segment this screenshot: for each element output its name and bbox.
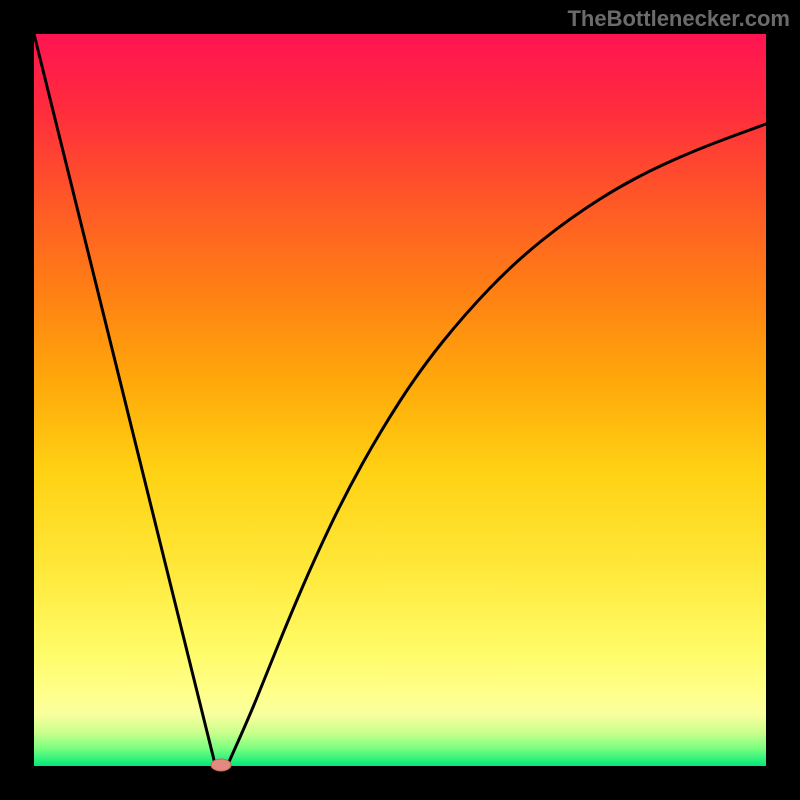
chart-svg [0, 0, 800, 800]
watermark-text: TheBottlenecker.com [567, 6, 790, 32]
chart-container: TheBottlenecker.com [0, 0, 800, 800]
optimal-marker [211, 759, 231, 771]
